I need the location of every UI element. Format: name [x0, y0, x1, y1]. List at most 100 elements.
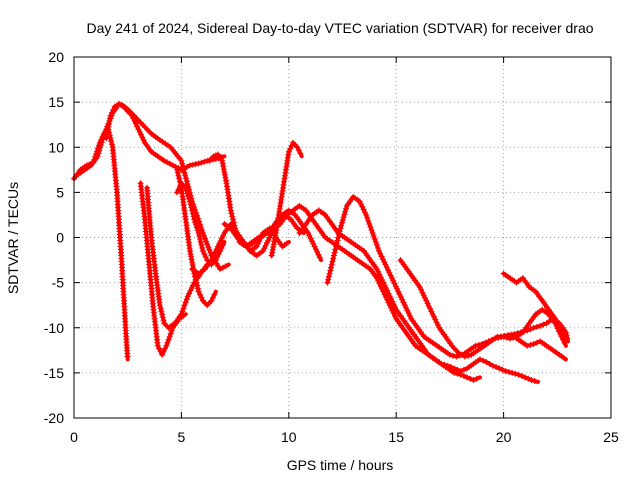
data-point-markers [296, 223, 308, 236]
data-point-markers [393, 315, 404, 329]
data-point-markers [483, 359, 493, 367]
data-point-markers [305, 230, 317, 247]
series-sat-p [500, 270, 568, 344]
data-point-markers [361, 248, 372, 261]
data-point-markers [212, 251, 222, 264]
data-point-markers [451, 369, 461, 377]
data-point-markers [208, 259, 217, 268]
data-point-markers [348, 252, 359, 262]
data-point-markers [515, 371, 525, 379]
data-point-markers [146, 261, 157, 310]
data-point-markers [303, 214, 314, 227]
series-line [145, 185, 216, 330]
data-point-markers [191, 216, 201, 234]
data-point-markers [494, 333, 504, 340]
data-point-markers [543, 342, 554, 352]
data-point-markers [425, 351, 436, 361]
data-point-markers [410, 275, 422, 288]
data-point-markers [111, 102, 120, 110]
data-point-markers [539, 297, 551, 311]
data-point-markers [532, 288, 544, 302]
data-point-markers [292, 211, 304, 225]
data-point-markers [354, 243, 365, 253]
data-point-markers [373, 266, 385, 283]
data-point-markers [210, 152, 219, 160]
data-point-markers [322, 234, 333, 244]
data-point-markers [290, 204, 301, 214]
data-point-markers [524, 341, 534, 349]
data-point-markers [382, 261, 394, 279]
data-point-markers [328, 221, 340, 234]
data-point-markers [470, 357, 481, 367]
data-point-markers [251, 236, 262, 245]
data-point-markers [169, 162, 182, 172]
x-axis-label: GPS time / hours [287, 457, 394, 473]
series-sat-a [71, 100, 227, 182]
data-point-markers [161, 320, 170, 329]
data-point-markers [148, 148, 159, 158]
data-point-markers [507, 334, 517, 342]
series-line [104, 101, 231, 272]
data-point-markers [315, 207, 327, 217]
data-point-markers [558, 329, 568, 342]
data-point-markers [141, 139, 153, 153]
data-point-markers [481, 339, 492, 349]
data-point-markers [81, 163, 92, 173]
data-point-markers [511, 333, 522, 343]
data-point-markers [322, 211, 334, 225]
data-point-markers [154, 153, 166, 163]
data-point-markers [457, 366, 467, 375]
y-tick-label: 10 [48, 139, 64, 155]
data-point-markers [88, 155, 99, 169]
data-point-markers [489, 362, 500, 370]
data-point-markers [184, 282, 196, 300]
data-point-markers [350, 193, 361, 203]
data-point-markers [182, 216, 193, 252]
data-point-markers [453, 352, 463, 360]
data-point-markers [294, 144, 304, 157]
data-point-markers [247, 248, 258, 257]
data-point-markers [380, 288, 392, 306]
y-tick-label: -5 [52, 275, 65, 291]
data-point-markers [442, 333, 454, 347]
data-point-markers [421, 333, 432, 343]
data-point-markers [202, 259, 213, 273]
data-point-markers [277, 214, 288, 227]
data-point-markers [397, 257, 409, 270]
data-point-markers [156, 302, 167, 324]
data-point-markers [474, 344, 486, 354]
x-tick-labels: 0 5 10 15 20 25 [70, 429, 619, 445]
data-point-markers [101, 128, 110, 137]
series-sat-k [268, 139, 304, 259]
data-point-markers [457, 371, 467, 379]
data-point-markers [444, 362, 454, 370]
data-point-markers [446, 351, 457, 359]
data-point-markers [341, 234, 352, 244]
series-sat-q [511, 333, 568, 362]
data-point-markers [530, 339, 540, 347]
data-point-markers [311, 243, 323, 261]
data-point-markers [537, 321, 547, 329]
data-point-markers [131, 112, 144, 126]
chart-title: Day 241 of 2024, Sidereal Day-to-day VTE… [86, 20, 593, 36]
data-point-markers [354, 257, 365, 267]
data-point-markers [107, 106, 117, 119]
data-point-markers [464, 362, 475, 372]
data-point-markers [122, 324, 131, 360]
data-point-markers [376, 248, 388, 265]
data-point-markers [552, 315, 564, 333]
data-point-markers [195, 158, 208, 167]
series-sat-m [296, 207, 540, 384]
series-line [72, 101, 227, 181]
data-point-markers [388, 275, 401, 292]
data-point-markers [356, 198, 368, 216]
data-point-markers [522, 374, 532, 382]
data-point-markers [156, 137, 171, 149]
series-line [297, 208, 540, 384]
data-point-markers [393, 306, 404, 320]
y-tick-label: 20 [48, 49, 64, 65]
y-tick-label: 5 [56, 184, 64, 200]
data-point-markers [195, 267, 206, 277]
data-point-markers [472, 341, 482, 349]
